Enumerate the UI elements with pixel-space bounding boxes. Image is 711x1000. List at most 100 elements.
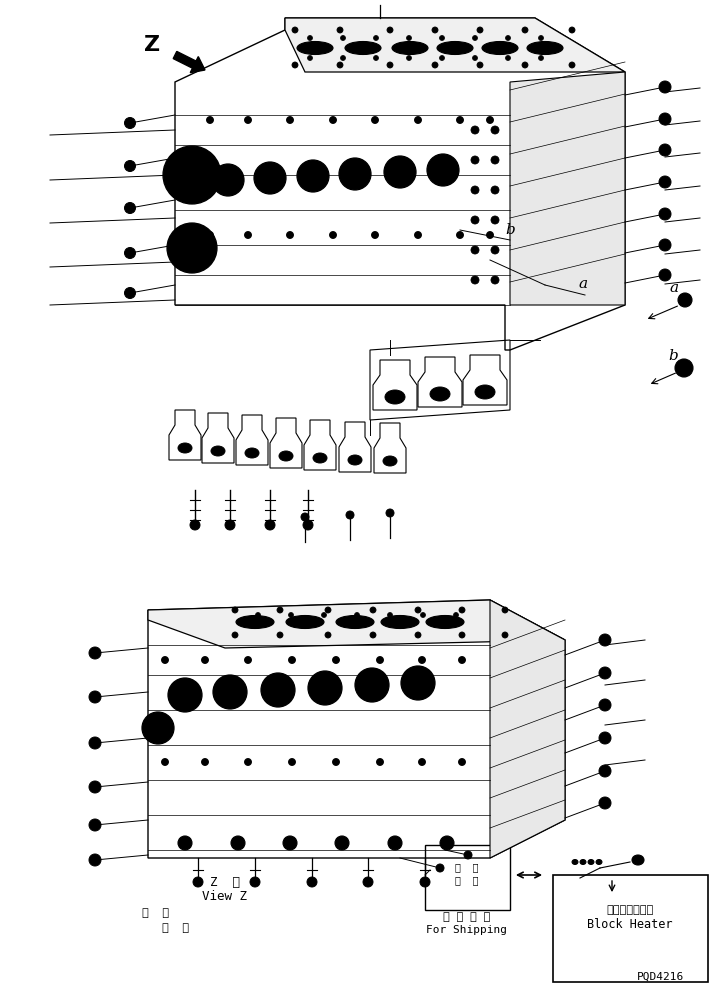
Circle shape [232, 632, 238, 638]
Circle shape [659, 176, 671, 188]
Text: Z: Z [144, 35, 160, 55]
Ellipse shape [211, 446, 225, 456]
Bar [553, 875, 708, 982]
Circle shape [307, 877, 317, 887]
Ellipse shape [634, 857, 641, 863]
Polygon shape [490, 600, 565, 858]
Circle shape [415, 116, 422, 123]
Circle shape [387, 62, 393, 68]
Circle shape [599, 699, 611, 711]
Circle shape [420, 612, 425, 617]
Circle shape [289, 612, 294, 617]
Circle shape [661, 115, 668, 122]
Circle shape [225, 520, 235, 530]
Circle shape [599, 732, 611, 744]
Circle shape [370, 607, 376, 613]
Text: View Z: View Z [203, 890, 247, 904]
Circle shape [372, 116, 378, 123]
Circle shape [456, 116, 464, 123]
Ellipse shape [572, 859, 578, 864]
Circle shape [325, 607, 331, 613]
Circle shape [161, 758, 169, 766]
Circle shape [124, 247, 136, 258]
Circle shape [502, 607, 508, 613]
Circle shape [459, 632, 465, 638]
Circle shape [292, 62, 298, 68]
Circle shape [341, 35, 346, 40]
Circle shape [337, 62, 343, 68]
Circle shape [333, 656, 339, 664]
Circle shape [502, 632, 508, 638]
Circle shape [89, 691, 101, 703]
Circle shape [255, 612, 260, 617]
Circle shape [415, 232, 422, 238]
Circle shape [301, 513, 309, 521]
Circle shape [250, 877, 260, 887]
Circle shape [522, 27, 528, 33]
Polygon shape [270, 418, 302, 468]
Circle shape [459, 758, 466, 766]
Circle shape [599, 667, 611, 679]
Ellipse shape [245, 448, 259, 458]
Ellipse shape [348, 455, 362, 465]
Ellipse shape [286, 615, 324, 629]
Polygon shape [304, 420, 336, 470]
Circle shape [89, 819, 101, 831]
Text: －  －: － － [141, 908, 169, 918]
Circle shape [659, 269, 671, 281]
Circle shape [491, 246, 499, 254]
Circle shape [538, 55, 543, 60]
Circle shape [373, 55, 378, 60]
Circle shape [491, 216, 499, 224]
Polygon shape [374, 423, 406, 473]
Text: －  －: － － [455, 862, 479, 872]
Circle shape [189, 195, 195, 201]
Circle shape [377, 656, 383, 664]
Circle shape [387, 27, 393, 33]
Circle shape [346, 511, 354, 519]
Ellipse shape [384, 156, 416, 188]
Circle shape [477, 62, 483, 68]
Circle shape [363, 877, 373, 887]
Circle shape [407, 55, 412, 60]
Circle shape [173, 188, 178, 194]
Circle shape [372, 232, 378, 238]
Polygon shape [339, 422, 371, 472]
Circle shape [245, 758, 252, 766]
Circle shape [473, 35, 478, 40]
Circle shape [456, 232, 464, 238]
Circle shape [538, 35, 543, 40]
Circle shape [440, 836, 454, 850]
Circle shape [436, 864, 444, 872]
Circle shape [287, 232, 294, 238]
Ellipse shape [427, 154, 459, 186]
Circle shape [161, 656, 169, 664]
Circle shape [599, 797, 611, 809]
Circle shape [491, 156, 499, 164]
Circle shape [289, 656, 296, 664]
Circle shape [439, 35, 444, 40]
Text: a: a [670, 281, 678, 295]
Ellipse shape [254, 162, 286, 194]
Circle shape [206, 116, 213, 123]
Ellipse shape [392, 41, 428, 54]
Ellipse shape [336, 615, 374, 629]
Circle shape [387, 612, 392, 617]
Text: 運 搜 部 品: 運 搜 部 品 [444, 912, 491, 922]
Circle shape [265, 520, 275, 530]
Circle shape [473, 55, 478, 60]
Circle shape [471, 276, 479, 284]
Polygon shape [148, 600, 565, 648]
Text: Z  視: Z 視 [210, 876, 240, 888]
Circle shape [486, 232, 493, 238]
Circle shape [659, 208, 671, 220]
Circle shape [355, 612, 360, 617]
Ellipse shape [339, 158, 371, 190]
Circle shape [661, 241, 668, 248]
Circle shape [439, 55, 444, 60]
Circle shape [231, 836, 245, 850]
Circle shape [471, 156, 479, 164]
Ellipse shape [385, 390, 405, 404]
Circle shape [661, 211, 668, 218]
Polygon shape [285, 18, 625, 72]
